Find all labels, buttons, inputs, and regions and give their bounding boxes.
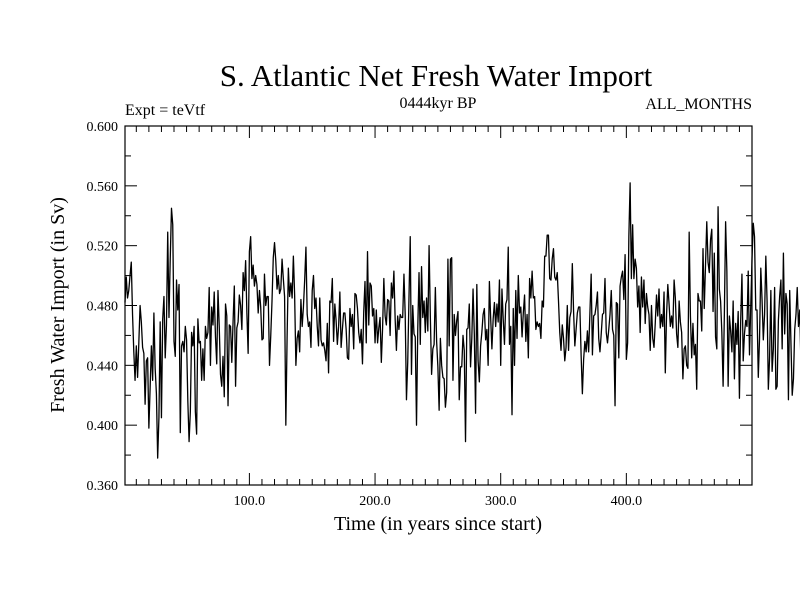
- x-tick-label: 100.0: [234, 494, 266, 509]
- x-axis-ticks: 100.0 200.0 300.0 400.0: [135, 126, 740, 509]
- y-tick-label: 0.480: [87, 300, 119, 315]
- y-axis-ticks: 0.360 0.400 0.440 0.480 0.520 0.560 0.600: [87, 120, 752, 494]
- y-tick-label: 0.440: [87, 359, 119, 374]
- chart-subtitle: 0444kyr BP: [400, 95, 477, 112]
- y-axis-label: Fresh Water Import (in Sv): [47, 197, 69, 413]
- x-tick-label: 200.0: [359, 494, 391, 509]
- x-tick-label: 400.0: [611, 494, 643, 509]
- experiment-label: Expt = teVtf: [125, 102, 206, 119]
- series-line-1: [124, 182, 800, 459]
- months-label: ALL_MONTHS: [645, 96, 752, 113]
- y-tick-label: 0.400: [87, 419, 119, 434]
- plot-frame: [124, 125, 753, 486]
- y-tick-label: 0.520: [87, 240, 119, 255]
- chart-title: S. Atlantic Net Fresh Water Import: [220, 58, 653, 93]
- y-tick-label: 0.560: [87, 180, 119, 195]
- y-tick-label: 0.360: [87, 479, 119, 494]
- y-tick-label: 0.600: [87, 120, 119, 135]
- plot-area: [124, 182, 800, 459]
- x-tick-label: 300.0: [485, 494, 517, 509]
- x-axis-label: Time (in years since start): [334, 513, 542, 535]
